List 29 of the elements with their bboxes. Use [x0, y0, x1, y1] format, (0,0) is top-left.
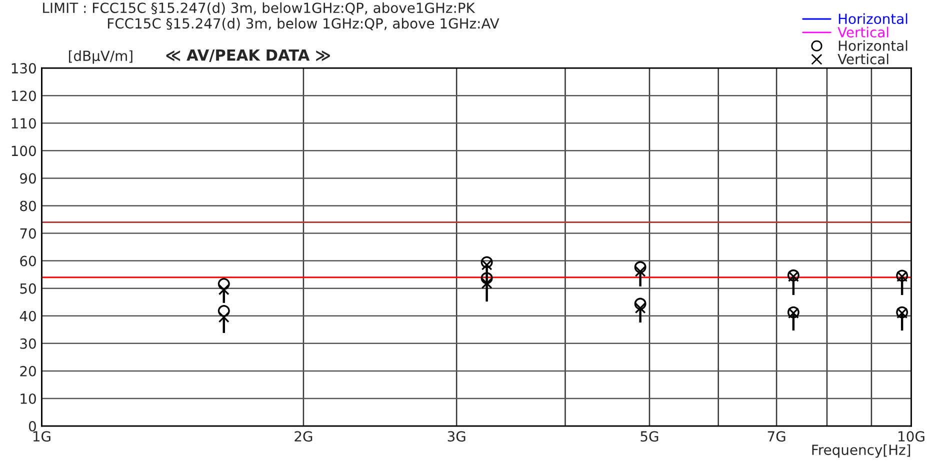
x-tick-label: 1G [33, 431, 50, 442]
y-tick-label: 80 [20, 200, 36, 212]
legend-label: Vertical [838, 54, 888, 64]
x-tick-label: 2G [294, 431, 312, 442]
text: ≪ AV/PEAK DATA ≫ [166, 49, 330, 62]
y-tick-label: 110 [12, 118, 36, 129]
y-axis-title: [dBμV/m] [68, 50, 132, 64]
chart-title: LIMIT : FCC15C §15.247(d) 3m, below1GHz:QP, above1GHz:PK [43, 2, 476, 15]
y-tick-label: 30 [20, 338, 36, 349]
y-tick-label: 130 [12, 63, 36, 74]
y-tick-label: 100 [12, 146, 36, 156]
x-tick-label: 7G [768, 431, 786, 442]
y-tick-label: 40 [20, 310, 36, 322]
y-tick-label: 60 [20, 256, 36, 266]
x-tick-label: 3G [448, 431, 466, 442]
y-tick-label: 20 [20, 366, 36, 376]
x-tick-label: 10G [898, 431, 924, 442]
x-axis-title: Frequency[Hz] [812, 444, 910, 458]
legend-label: Horizontal [838, 13, 908, 24]
legend-label: Horizontal [838, 40, 908, 51]
y-tick-label: 90 [20, 173, 36, 184]
chart-subtitle: FCC15C §15.247(d) 3m, below 1GHz:QP, above 1GHz:AV [108, 18, 500, 30]
y-tick-label: 120 [12, 90, 36, 102]
y-tick-label: 70 [20, 228, 36, 239]
x-tick-label: 5G [640, 431, 658, 442]
y-tick-label: 10 [20, 393, 36, 404]
y-tick-label: 50 [20, 283, 36, 294]
y-tick-label: 0 [28, 420, 36, 432]
legend-label: Vertical [838, 26, 888, 38]
